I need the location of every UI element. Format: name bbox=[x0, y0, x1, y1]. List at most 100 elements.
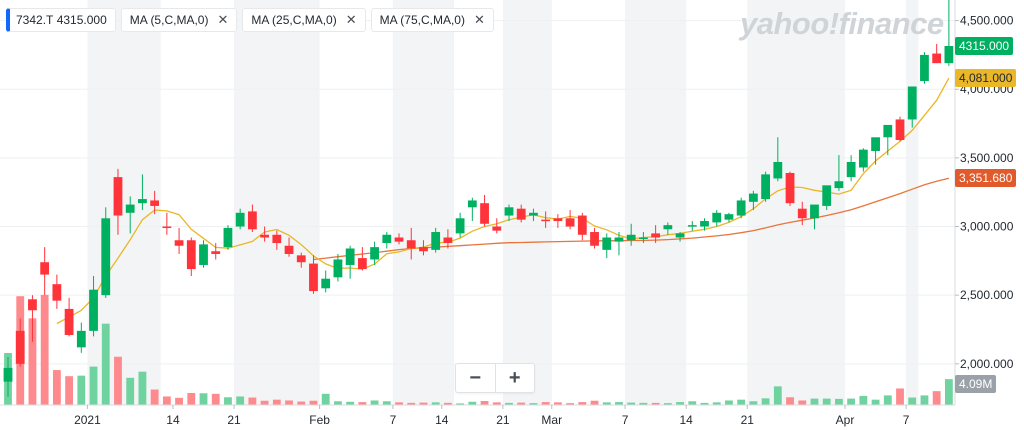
candle bbox=[932, 43, 942, 64]
candle-body bbox=[370, 247, 379, 260]
indicator-chip-ma25[interactable]: MA (25,C,MA,0) ✕ bbox=[242, 8, 366, 32]
candle-body bbox=[125, 204, 135, 213]
candle-body bbox=[492, 226, 502, 231]
candle-body bbox=[431, 232, 441, 250]
candle-body bbox=[284, 245, 294, 254]
candle bbox=[64, 297, 74, 337]
candle bbox=[834, 155, 844, 191]
volume-bar bbox=[725, 400, 733, 405]
volume-bar bbox=[260, 400, 269, 405]
candle-body bbox=[3, 367, 13, 382]
volume-bar bbox=[138, 371, 147, 405]
volume-bar bbox=[334, 401, 342, 405]
volume-bar bbox=[810, 398, 819, 405]
ma25-value-tag: 3,351.680 bbox=[955, 169, 1017, 188]
volume-bar bbox=[321, 393, 330, 405]
week-band bbox=[392, 0, 455, 405]
candle-body bbox=[687, 225, 697, 227]
zoom-out-button[interactable]: − bbox=[469, 366, 482, 389]
candle-body bbox=[785, 172, 795, 204]
volume-bar bbox=[187, 393, 196, 405]
candle-body bbox=[553, 218, 563, 222]
candle-body bbox=[480, 203, 489, 224]
candle-body bbox=[467, 200, 477, 208]
candle-body bbox=[797, 208, 807, 219]
date-tick-label: 14 bbox=[435, 413, 449, 427]
close-icon[interactable]: ✕ bbox=[345, 12, 357, 27]
candle-body bbox=[895, 119, 905, 141]
volume-bar bbox=[236, 396, 245, 405]
volume-bar bbox=[627, 402, 636, 405]
candle bbox=[247, 204, 257, 233]
candle-body bbox=[736, 200, 746, 216]
candle-body bbox=[822, 185, 832, 206]
candle bbox=[125, 196, 135, 234]
volume-bar bbox=[798, 400, 807, 405]
candle bbox=[321, 270, 331, 293]
candle bbox=[920, 52, 929, 84]
price-tick-label: 3,500.000 bbox=[960, 151, 1014, 165]
volume-bar bbox=[211, 393, 220, 405]
ma5-line bbox=[56, 77, 950, 325]
indicator-chip-ma5[interactable]: MA (5,C,MA,0) ✕ bbox=[120, 8, 238, 32]
close-icon[interactable]: ✕ bbox=[217, 12, 229, 27]
indicator-label: MA (25,C,MA,0) bbox=[251, 13, 337, 27]
candle-body bbox=[199, 244, 208, 265]
candle bbox=[675, 232, 685, 242]
date-tick-label: 7 bbox=[390, 413, 397, 427]
candle-body bbox=[700, 221, 709, 227]
volume-bar bbox=[517, 402, 526, 405]
candle bbox=[455, 212, 465, 238]
candle-body bbox=[577, 215, 587, 235]
candle bbox=[52, 274, 62, 309]
symbol-price: 4315.000 bbox=[56, 13, 107, 27]
volume-bar bbox=[847, 398, 856, 405]
candle-body bbox=[871, 137, 880, 152]
candle bbox=[199, 240, 208, 268]
candle bbox=[724, 212, 734, 223]
candle-body bbox=[602, 237, 612, 250]
volume-bar bbox=[932, 391, 941, 405]
candle bbox=[138, 174, 147, 211]
candle bbox=[101, 207, 111, 298]
candle-body bbox=[235, 212, 245, 227]
volume-bar bbox=[114, 356, 122, 405]
candle bbox=[590, 227, 599, 249]
candle-body bbox=[858, 149, 868, 168]
indicator-label: MA (5,C,MA,0) bbox=[129, 13, 209, 27]
candle bbox=[626, 223, 636, 246]
date-tick-label: Mar bbox=[541, 413, 562, 427]
volume-bar bbox=[737, 399, 746, 405]
volume-bar bbox=[529, 403, 538, 405]
volume-bar bbox=[150, 389, 159, 405]
volume-value-tag: 4.09M bbox=[955, 375, 997, 393]
candle-body bbox=[138, 199, 147, 204]
week-band bbox=[234, 0, 320, 405]
candle-body bbox=[64, 308, 74, 335]
zoom-in-button[interactable]: + bbox=[494, 364, 535, 392]
candle bbox=[150, 190, 160, 215]
candle bbox=[211, 243, 221, 260]
candle-body bbox=[529, 212, 538, 216]
candle-body bbox=[455, 218, 465, 234]
volume-bar bbox=[773, 386, 782, 405]
volume-bar bbox=[749, 401, 758, 405]
volume-bar bbox=[602, 402, 611, 405]
candle bbox=[651, 225, 661, 243]
indicator-chip-ma75[interactable]: MA (75,C,MA,0) ✕ bbox=[370, 8, 494, 32]
candle bbox=[907, 86, 917, 128]
candle bbox=[284, 237, 294, 257]
volume-bar bbox=[676, 402, 684, 405]
symbol-chip[interactable]: 7342.T 4315.000 bbox=[6, 8, 116, 32]
candle-body bbox=[394, 237, 404, 242]
candle bbox=[443, 229, 453, 249]
candle bbox=[345, 245, 355, 279]
close-icon[interactable]: ✕ bbox=[473, 12, 485, 27]
candle bbox=[663, 222, 673, 235]
volume-bar bbox=[285, 400, 293, 405]
candle-body bbox=[321, 278, 331, 289]
candle-body bbox=[651, 233, 661, 238]
candle bbox=[382, 232, 392, 249]
volume-bar bbox=[651, 402, 660, 405]
